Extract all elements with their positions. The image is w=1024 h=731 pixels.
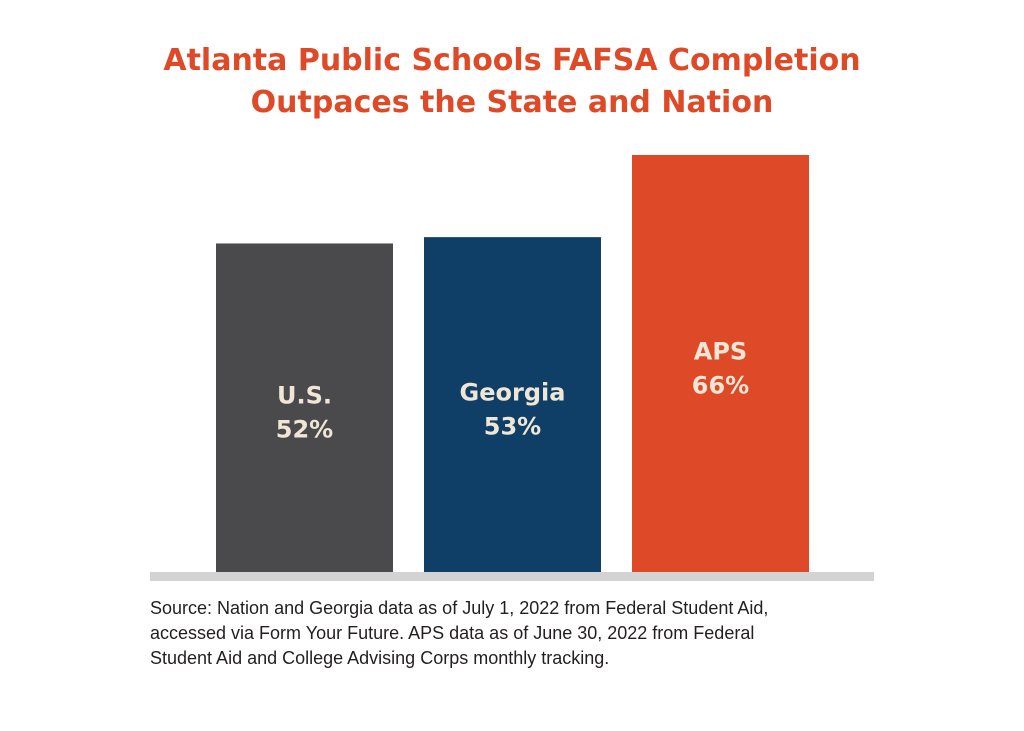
chart-title-line-1: Atlanta Public Schools FAFSA Completion	[163, 43, 861, 78]
bar-value-label: 52%	[276, 416, 333, 444]
chart-title-line-2: Outpaces the State and Nation	[250, 85, 774, 120]
chart-title: Atlanta Public Schools FAFSA Completion …	[0, 40, 1024, 124]
source-line-1: Source: Nation and Georgia data as of Ju…	[150, 598, 769, 618]
bar-u-s	[216, 243, 393, 573]
source-line-3: Student Aid and College Advising Corps m…	[150, 648, 610, 668]
bar-georgia	[424, 237, 601, 573]
bar-category-label: APS	[694, 338, 747, 366]
source-line-2: accessed via Form Your Future. APS data …	[150, 623, 755, 643]
bar-value-label: 66%	[692, 372, 749, 400]
bar-category-label: Georgia	[460, 379, 566, 407]
bar-value-label: 53%	[484, 413, 541, 441]
x-axis-baseline	[150, 572, 874, 581]
source-note: Source: Nation and Georgia data as of Ju…	[150, 596, 890, 671]
bar-category-label: U.S.	[277, 382, 332, 410]
bar-aps	[632, 155, 809, 572]
